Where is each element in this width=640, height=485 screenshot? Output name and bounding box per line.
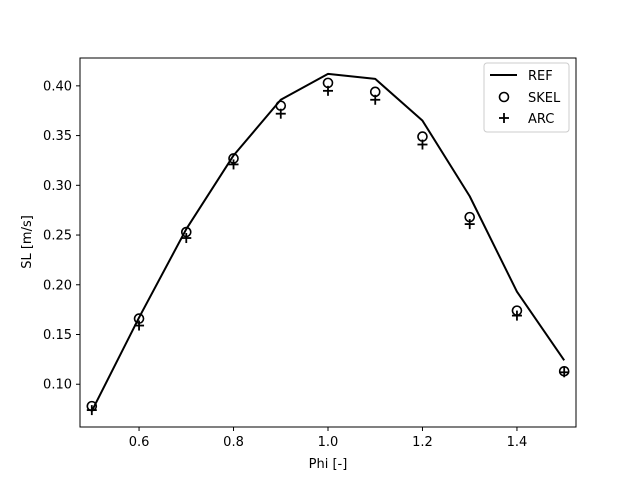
- series-arc-point: [275, 108, 286, 119]
- x-tick-label: 0.8: [223, 435, 244, 450]
- axes: 0.6 0.8 1.0 1.2 1.4 0.10 0.15 0.20 0.25 0.30 0.35…: [43, 57, 577, 450]
- y-tick-label: 0.10: [43, 378, 72, 393]
- series-ref-line: [90, 72, 566, 412]
- series-arc-point: [228, 159, 239, 170]
- x-tick-label: 0.6: [129, 435, 150, 450]
- legend-skel-circle-swatch: [498, 91, 510, 103]
- series-arc-point: [134, 320, 145, 331]
- x-tick-label: 1.4: [507, 435, 528, 450]
- series-arc-point: [181, 233, 192, 244]
- series-arc-point: [559, 367, 570, 378]
- x-tick-label: 1.2: [412, 435, 433, 450]
- series-arc-point: [86, 405, 97, 416]
- y-tick-label: 0.40: [43, 79, 72, 94]
- legend-label-arc: ARC: [528, 112, 554, 127]
- y-tick-label: 0.30: [43, 179, 72, 194]
- series-arc-point: [370, 94, 381, 105]
- series-arc-point: [464, 219, 475, 230]
- y-tick-label: 0.35: [43, 129, 72, 144]
- y-axis-title: SL [m/s]: [20, 215, 35, 269]
- x-axis-title: Phi [-]: [309, 457, 348, 472]
- legend-box: [483, 62, 570, 133]
- series-arc-point: [417, 139, 428, 150]
- x-tick-label: 1.0: [318, 435, 339, 450]
- series-arc-point: [323, 85, 333, 96]
- legend-label-skel: SKEL: [528, 91, 561, 106]
- y-axis-ticks: 0.10 0.15 0.20 0.25 0.30 0.35 0.40: [43, 79, 80, 393]
- x-axis-ticks: 0.6 0.8 1.0 1.2 1.4: [129, 427, 528, 450]
- legend: REF SKEL ARC: [483, 62, 570, 133]
- y-tick-label: 0.15: [43, 328, 72, 343]
- y-tick-label: 0.25: [43, 229, 72, 244]
- y-tick-label: 0.20: [43, 278, 72, 293]
- series-layer: [86, 72, 570, 416]
- legend-arc-plus-swatch: [499, 113, 509, 123]
- series-arc-point: [511, 310, 522, 321]
- legend-label-ref: REF: [528, 69, 553, 84]
